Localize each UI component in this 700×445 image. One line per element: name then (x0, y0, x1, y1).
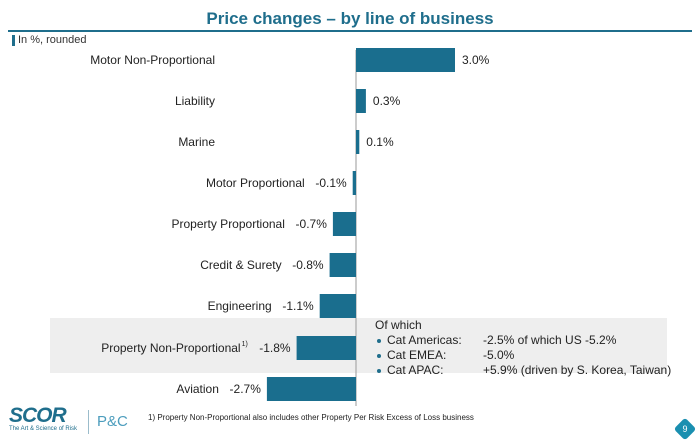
page-number: 9 (682, 424, 688, 434)
unit-text: In %, rounded (18, 34, 87, 46)
value-label: 0.1% (366, 135, 394, 149)
bar (332, 212, 356, 236)
category-label: Liability (175, 94, 215, 108)
value-label: -0.1% (315, 176, 347, 190)
division-label: P&C (97, 413, 128, 430)
category-label: Aviation (176, 382, 218, 396)
breakdown-key: Cat EMEA: (387, 348, 447, 362)
page-number-badge: 9 (673, 417, 697, 441)
value-label: 3.0% (462, 53, 490, 67)
category-label: Engineering (208, 299, 272, 313)
bar (356, 89, 366, 113)
highlight-band (50, 318, 667, 373)
footer-divider (88, 410, 89, 434)
bar (356, 130, 360, 154)
breakdown-item: Cat Americas: -2.5% of which US -5.2% (375, 333, 671, 348)
bar (329, 253, 356, 277)
value-label: 0.3% (373, 94, 401, 108)
breakdown-note: Of which Cat Americas: -2.5% of which US … (375, 318, 671, 378)
category-superscript: 1) (242, 341, 248, 348)
footnote: 1) Property Non-Proportional also includ… (148, 413, 474, 422)
breakdown-value: -5.0% (483, 348, 515, 362)
value-label: -0.7% (296, 217, 328, 231)
category-label: Property Proportional (172, 217, 285, 231)
breakdown-value: -2.5% of which US -5.2% (483, 333, 617, 347)
bar (319, 294, 356, 318)
title-rule (8, 30, 692, 32)
bar (296, 336, 356, 360)
category-label: Motor Proportional (206, 176, 305, 190)
category-label: Credit & Surety (200, 258, 281, 272)
breakdown-heading: Of which (375, 318, 422, 332)
breakdown-key: Cat Americas: (387, 333, 462, 347)
value-label: -2.7% (230, 382, 262, 396)
breakdown-key: Cat APAC: (387, 363, 444, 377)
unit-marker (12, 35, 15, 46)
value-label: -0.8% (292, 258, 324, 272)
page-title: Price changes – by line of business (206, 9, 494, 28)
category-label: Motor Non-Proportional (90, 53, 215, 67)
breakdown-item: Cat APAC: +5.9% (driven by S. Korea, Taiw… (375, 363, 671, 378)
category-label: Property Non-Proportional (101, 341, 240, 355)
scor-logo: SCOR The Art & Science of Risk (9, 404, 78, 432)
bar (356, 48, 455, 72)
bar (352, 171, 356, 195)
category-label: Marine (178, 135, 215, 149)
value-label: -1.8% (259, 341, 291, 355)
bar (266, 377, 356, 401)
value-label: -1.1% (282, 299, 314, 313)
unit-note: In %, rounded (12, 34, 87, 46)
breakdown-value: +5.9% (driven by S. Korea, Taiwan) (483, 363, 672, 377)
breakdown-item: Cat EMEA: -5.0% (375, 348, 671, 363)
logo-tagline: The Art & Science of Risk (9, 426, 78, 432)
logo-text: SCOR (9, 404, 67, 427)
